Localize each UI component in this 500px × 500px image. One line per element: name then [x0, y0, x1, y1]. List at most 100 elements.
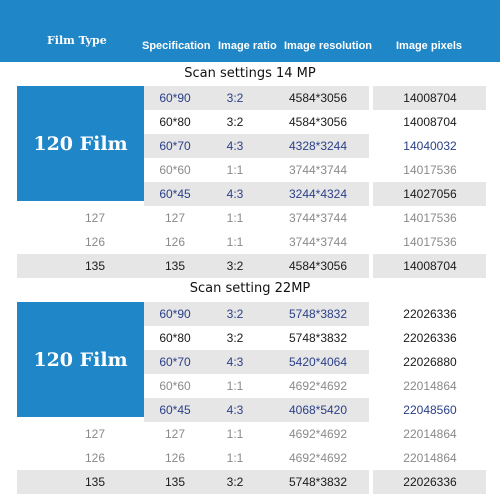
cell-image-ratio: 3:2 [226, 115, 244, 129]
pixels-shade [373, 254, 486, 278]
cell-image-pixels: 14017536 [403, 211, 457, 225]
table-row: 127 127 1:1 3744*3744 14017536 [0, 206, 500, 230]
cell-specification: 127 [164, 427, 186, 441]
cell-image-resolution: 5748*3832 [288, 475, 348, 489]
table-row: 60*60 1:1 4692*4692 22014864 [0, 374, 500, 398]
header-image-pixels: Image pixels [396, 40, 463, 52]
section-title-14mp: Scan settings 14 MP [184, 66, 316, 81]
cell-image-resolution: 4692*4692 [288, 451, 348, 465]
cell-specification: 60*60 [159, 379, 191, 393]
cell-specification: 60*45 [159, 403, 191, 417]
cell-specification: 60*70 [159, 139, 191, 153]
cell-image-ratio: 1:1 [226, 163, 244, 177]
cell-image-ratio: 3:2 [226, 307, 244, 321]
row-shade [17, 254, 369, 278]
cell-image-resolution: 3744*3744 [288, 163, 348, 177]
table-row: 60*70 4:3 5420*4064 22026880 [0, 350, 500, 374]
table-row: 126 126 1:1 3744*3744 14017536 [0, 230, 500, 254]
cell-film-type: 126 [84, 235, 106, 249]
cell-specification: 126 [164, 451, 186, 465]
header-image-ratio: Image ratio [218, 40, 277, 52]
cell-image-resolution: 5748*3832 [288, 331, 348, 345]
cell-image-resolution: 4068*5420 [288, 403, 348, 417]
row-shade [144, 302, 369, 326]
pixels-shade [373, 86, 486, 110]
cell-image-pixels: 22026336 [403, 331, 457, 345]
cell-image-pixels: 22026880 [403, 355, 457, 369]
cell-image-ratio: 1:1 [226, 427, 244, 441]
cell-image-pixels: 14008704 [403, 115, 457, 129]
cell-image-ratio: 1:1 [226, 379, 244, 393]
cell-image-ratio: 4:3 [226, 187, 244, 201]
cell-specification: 60*45 [159, 187, 191, 201]
cell-image-pixels: 14027056 [403, 187, 457, 201]
row-shade [144, 182, 369, 206]
cell-specification: 60*70 [159, 355, 191, 369]
cell-image-pixels: 22048560 [403, 403, 457, 417]
cell-image-resolution: 3744*3744 [288, 211, 348, 225]
cell-image-resolution: 4692*4692 [288, 427, 348, 441]
cell-image-ratio: 4:3 [226, 403, 244, 417]
cell-specification: 60*80 [159, 115, 191, 129]
cell-image-ratio: 3:2 [226, 91, 244, 105]
film-block-120-14mp: 120 Film [17, 86, 144, 201]
pixels-shade [373, 470, 486, 494]
cell-image-resolution: 5748*3832 [288, 307, 348, 321]
cell-film-type: 135 [84, 259, 106, 273]
cell-specification: 127 [164, 211, 186, 225]
row-shade [144, 398, 369, 422]
table-row: 135 135 3:2 4584*3056 14008704 [0, 254, 500, 278]
cell-image-ratio: 4:3 [226, 355, 244, 369]
film-block-120-22mp: 120 Film [17, 302, 144, 417]
cell-specification: 135 [164, 259, 186, 273]
table-row: 60*80 3:2 4584*3056 14008704 [0, 110, 500, 134]
cell-image-resolution: 4328*3244 [288, 139, 348, 153]
table-row: 60*70 4:3 4328*3244 14040032 [0, 134, 500, 158]
cell-image-ratio: 1:1 [226, 451, 244, 465]
cell-specification: 60*80 [159, 331, 191, 345]
table-row: 126 126 1:1 4692*4692 22014864 [0, 446, 500, 470]
cell-image-resolution: 3244*4324 [288, 187, 348, 201]
cell-image-resolution: 4584*3056 [288, 115, 348, 129]
table-row: 60*90 3:2 5748*3832 22026336 [0, 302, 500, 326]
cell-image-resolution: 5420*4064 [288, 355, 348, 369]
row-shade [144, 86, 369, 110]
header-specification: Specification [142, 40, 211, 52]
cell-film-type: 127 [84, 427, 106, 441]
row-shade [144, 350, 369, 374]
cell-image-pixels: 14008704 [403, 91, 457, 105]
cell-film-type: 135 [84, 475, 106, 489]
cell-film-type: 127 [84, 211, 106, 225]
cell-image-ratio: 1:1 [226, 235, 244, 249]
header-film-type: Film Type [47, 34, 107, 47]
table-row: 60*90 3:2 4584*3056 14008704 [0, 86, 500, 110]
cell-image-ratio: 3:2 [226, 475, 244, 489]
cell-image-ratio: 4:3 [226, 139, 244, 153]
cell-image-pixels: 14040032 [403, 139, 457, 153]
row-shade [17, 470, 369, 494]
cell-image-resolution: 4584*3056 [288, 91, 348, 105]
cell-specification: 126 [164, 235, 186, 249]
cell-image-pixels: 14008704 [403, 259, 457, 273]
table-row: 60*45 4:3 3244*4324 14027056 [0, 182, 500, 206]
section-title-22mp: Scan setting 22MP [189, 281, 311, 296]
cell-film-type: 126 [84, 451, 106, 465]
cell-image-resolution: 4584*3056 [288, 259, 348, 273]
table-row: 60*45 4:3 4068*5420 22048560 [0, 398, 500, 422]
table-row: 60*80 3:2 5748*3832 22026336 [0, 326, 500, 350]
table-row: 60*60 1:1 3744*3744 14017536 [0, 158, 500, 182]
cell-image-pixels: 22026336 [403, 475, 457, 489]
cell-image-ratio: 3:2 [226, 259, 244, 273]
cell-image-pixels: 22014864 [403, 427, 457, 441]
cell-image-pixels: 14017536 [403, 163, 457, 177]
table-header: Film Type Specification Image ratio Imag… [0, 0, 500, 62]
cell-image-pixels: 22026336 [403, 307, 457, 321]
table-row: 127 127 1:1 4692*4692 22014864 [0, 422, 500, 446]
cell-specification: 60*90 [159, 91, 191, 105]
header-image-resolution: Image resolution [284, 40, 373, 52]
table-row: 135 135 3:2 5748*3832 22026336 [0, 470, 500, 494]
pixels-shade [373, 182, 486, 206]
cell-specification: 60*60 [159, 163, 191, 177]
cell-specification: 60*90 [159, 307, 191, 321]
cell-image-ratio: 1:1 [226, 211, 244, 225]
